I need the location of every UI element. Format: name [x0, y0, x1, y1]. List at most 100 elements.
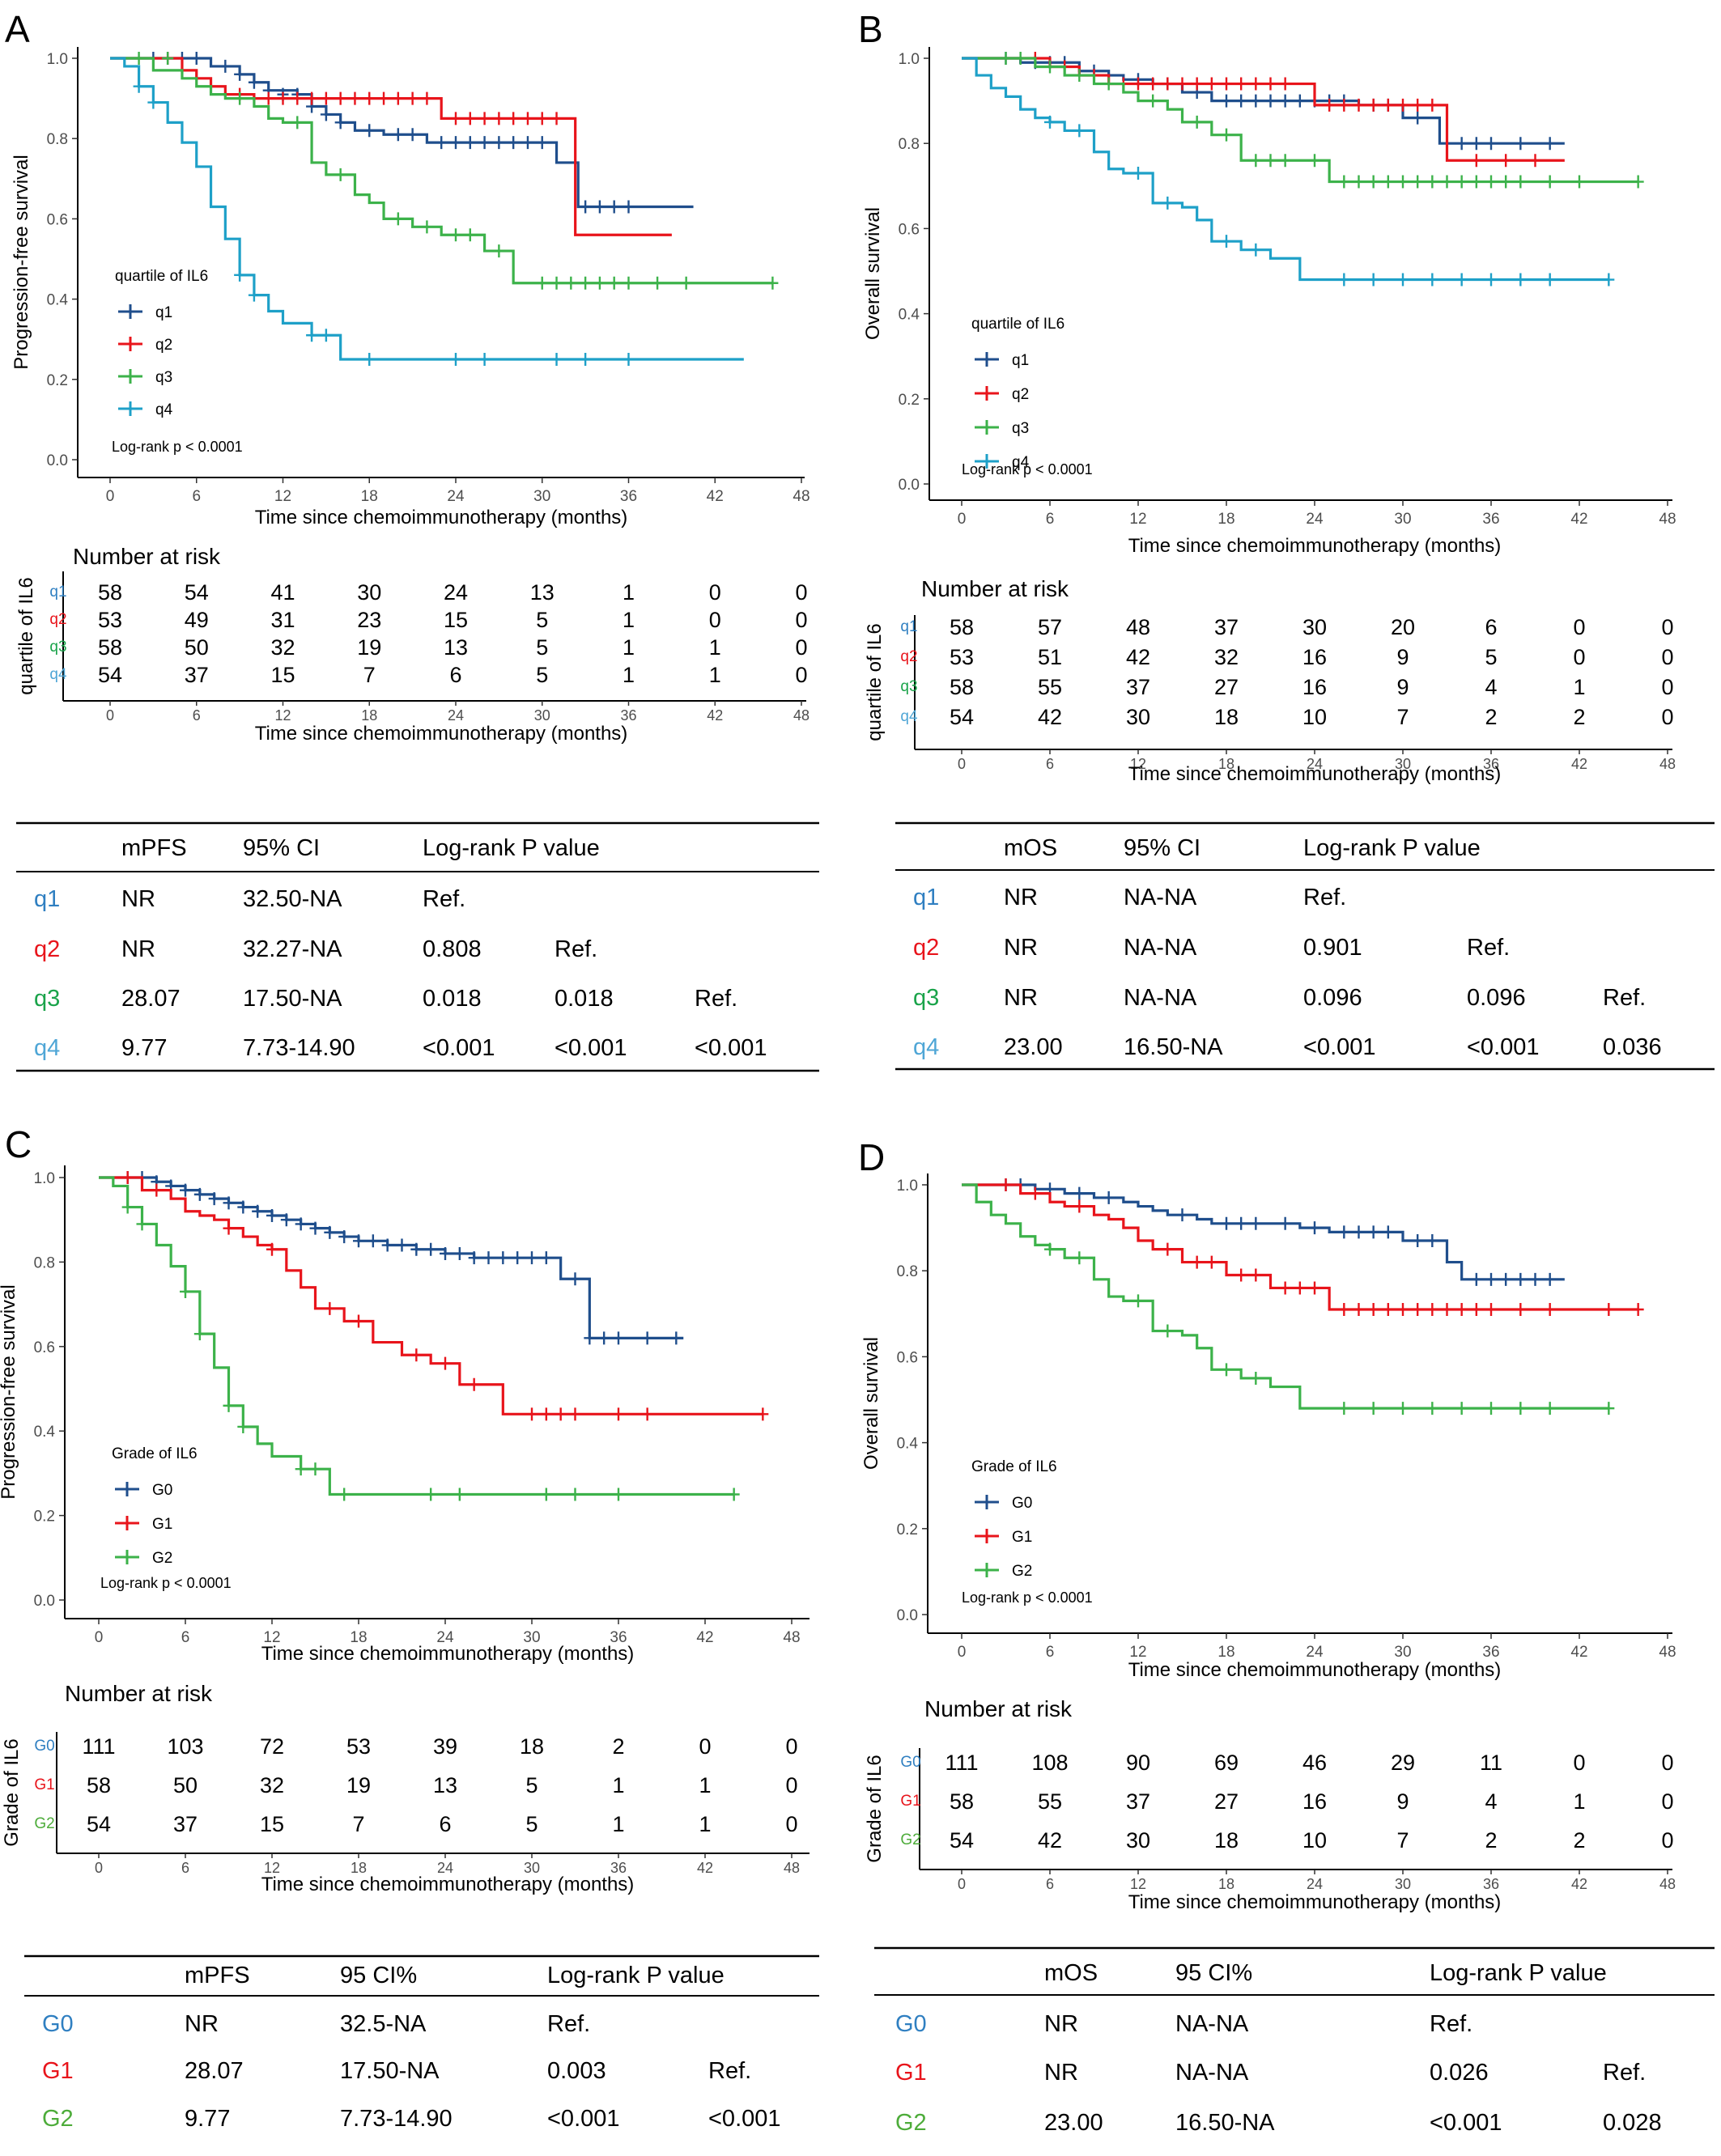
- risk-cell: 27: [1214, 675, 1239, 699]
- censor-mark-g0: [266, 1208, 278, 1222]
- y-tick-label: 0.0: [897, 1607, 918, 1624]
- risk-x-tick-label: 48: [793, 707, 810, 724]
- risk-cell: 37: [185, 663, 209, 687]
- risk-cell: 5: [536, 608, 548, 632]
- censor-mark-g1: [1029, 1186, 1041, 1200]
- risk-cell: 54: [950, 705, 974, 729]
- censor-mark-q3: [1264, 154, 1277, 168]
- table-cell: NR: [185, 2011, 219, 2037]
- table-header-cell: Log-rank P value: [1303, 835, 1481, 861]
- x-tick-label: 6: [181, 1629, 190, 1646]
- censor-mark-g0: [1221, 1216, 1232, 1230]
- table-header-cell: Log-rank P value: [1430, 1960, 1607, 1986]
- censor-mark-g0: [1235, 1216, 1247, 1230]
- censor-mark-q1: [320, 108, 332, 121]
- table-cell: 7.73-14.90: [340, 2106, 453, 2132]
- y-tick-label: 0.8: [47, 131, 68, 148]
- risk-cell: 15: [444, 608, 468, 632]
- censor-mark-q4: [363, 353, 376, 366]
- x-tick-label: 30: [1394, 511, 1411, 528]
- table-group-label: G1: [42, 2058, 74, 2084]
- censor-mark-q2: [1353, 98, 1365, 112]
- risk-x-tick-label: 36: [620, 707, 636, 724]
- table-cell: Ref.: [695, 986, 737, 1012]
- risk-x-tick-label: 0: [958, 1876, 966, 1892]
- censor-mark-q3: [133, 52, 145, 65]
- censor-mark-q4: [450, 353, 461, 366]
- censor-mark-g0: [1485, 1272, 1497, 1286]
- censor-mark-q2: [378, 91, 390, 105]
- censor-mark-g2: [1397, 1402, 1409, 1415]
- risk-cell: 1: [612, 1812, 624, 1836]
- legend: quartile of IL6 q1 q2 q3 q4: [971, 316, 1064, 471]
- censor-mark-g0: [613, 1331, 624, 1345]
- legend: Grade of IL6 G0 G1 G2: [971, 1458, 1057, 1580]
- risk-cell: 2: [612, 1734, 624, 1759]
- censor-mark-q3: [580, 276, 592, 290]
- censor-mark-q2: [1324, 98, 1336, 112]
- risk-cell: 37: [1126, 1789, 1150, 1814]
- censor-mark-q4: [1044, 115, 1056, 129]
- risk-row-label: G0: [900, 1754, 920, 1771]
- risk-cell: 51: [1038, 645, 1062, 669]
- risk-cell: 58: [87, 1773, 111, 1797]
- table-cell: 0.036: [1603, 1034, 1662, 1060]
- risk-cell: 16: [1302, 675, 1327, 699]
- censor-mark-g1: [324, 1301, 336, 1315]
- censor-mark-q3: [1397, 175, 1409, 189]
- censor-mark-q2: [1529, 154, 1541, 168]
- risk-cell: 16: [1302, 645, 1327, 669]
- table-cell: <0.001: [423, 1035, 495, 1061]
- censor-mark-g2: [1455, 1402, 1468, 1415]
- censor-mark-q2: [1264, 77, 1277, 91]
- risk-cell: 54: [87, 1812, 111, 1836]
- panel-letter: B: [858, 8, 883, 50]
- censor-mark-g1: [1382, 1302, 1394, 1316]
- risk-cell: 0: [795, 635, 807, 660]
- x-tick-label: 6: [192, 488, 201, 505]
- table-cell: NA-NA: [1124, 985, 1197, 1011]
- risk-x-tick-label: 6: [181, 1860, 189, 1876]
- x-tick-label: 48: [1659, 1644, 1676, 1661]
- x-tick-label: 36: [1482, 1644, 1499, 1661]
- censor-mark-g1: [1603, 1302, 1615, 1316]
- x-tick-label: 18: [1217, 511, 1234, 528]
- summary-table: mOS 95% CI Log-rank P value q1 NR NA-NA Ref. q2…: [895, 821, 1715, 1071]
- x-tick-label: 24: [1306, 511, 1324, 528]
- legend-key-g1: [115, 1516, 139, 1530]
- table-cell: NR: [121, 886, 155, 912]
- x-tick-label: 18: [350, 1629, 367, 1646]
- risk-cell: 42: [1126, 645, 1150, 669]
- censor-mark-g0: [1176, 1208, 1188, 1222]
- censor-mark-q4: [1367, 273, 1379, 286]
- risk-x-tick-label: 48: [1659, 1876, 1676, 1892]
- risk-cell: 0: [795, 580, 807, 605]
- x-tick-label: 36: [620, 488, 637, 505]
- y-tick-label: 0.6: [897, 1349, 918, 1366]
- risk-cell: 57: [1038, 615, 1062, 639]
- x-tick-label: 48: [1659, 511, 1676, 528]
- risk-cell: 108: [1031, 1751, 1068, 1775]
- legend-label-g1: G1: [152, 1516, 172, 1533]
- censor-mark-q3: [1500, 175, 1512, 189]
- table-cell: NA-NA: [1124, 935, 1197, 961]
- censor-mark-q3: [1353, 175, 1365, 189]
- censor-mark-q3: [623, 276, 635, 290]
- censor-mark-q3: [334, 168, 346, 181]
- table-cell: 0.096: [1303, 985, 1362, 1011]
- summary-table: mPFS 95 CI% Log-rank P value G0 NR 32.5-NA Ref…: [24, 1954, 819, 2132]
- censor-mark-q1: [1294, 94, 1306, 108]
- risk-row-label: q1: [900, 618, 917, 635]
- risk-cell: 53: [950, 645, 974, 669]
- legend-label-q4: q4: [155, 401, 173, 418]
- censor-mark-q4: [1132, 167, 1144, 180]
- table-cell: <0.001: [695, 1035, 767, 1061]
- table-cell: 28.07: [121, 986, 181, 1012]
- censor-mark-q3: [565, 276, 577, 290]
- table-cell: Ref.: [423, 886, 465, 912]
- censor-mark-q4: [320, 329, 332, 342]
- survival-curve-g2: [962, 1183, 1609, 1410]
- y-tick-label: 1.0: [899, 51, 920, 68]
- legend-label-g0: G0: [152, 1482, 172, 1499]
- censor-mark-q2: [1132, 77, 1144, 91]
